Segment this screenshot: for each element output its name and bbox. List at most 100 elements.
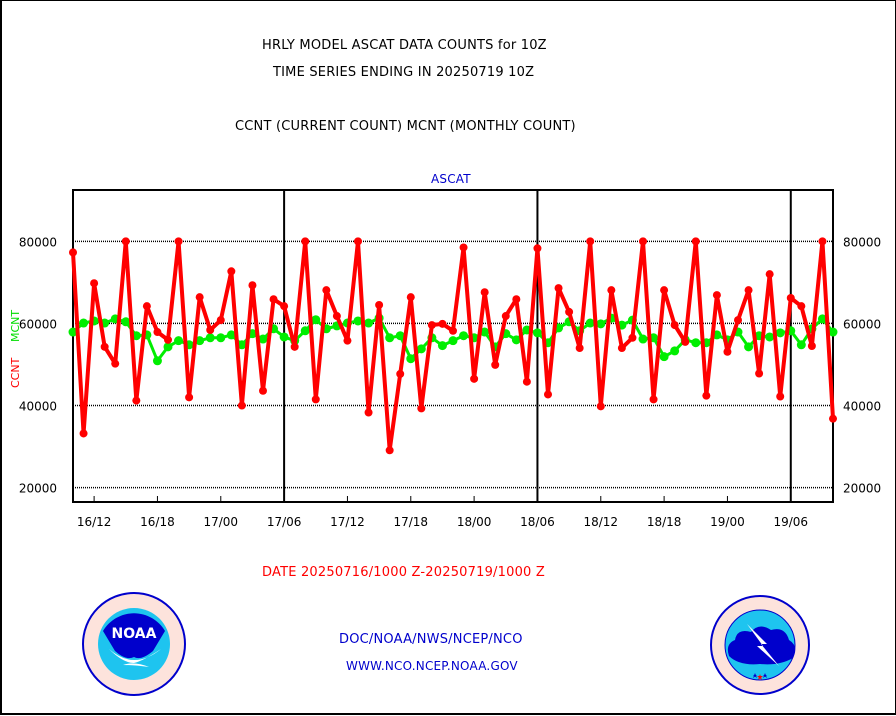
- data-point-ccnt: [406, 293, 415, 302]
- data-point-mcnt: [691, 338, 701, 348]
- y-tick-label-left: 80000: [19, 235, 57, 249]
- data-point-ccnt: [375, 300, 384, 309]
- data-point-ccnt: [427, 321, 436, 330]
- y-tick-label-left: 40000: [19, 400, 57, 414]
- x-axis-label: DATE 20250716/1000 Z-20250719/1000 Z: [262, 565, 545, 580]
- data-point-ccnt: [723, 347, 732, 356]
- chart-title: HRLY MODEL ASCAT DATA COUNTS for 10Z: [262, 38, 547, 53]
- data-point-ccnt: [195, 293, 204, 302]
- data-point-ccnt: [364, 408, 373, 417]
- data-point-ccnt: [438, 319, 447, 328]
- data-point-mcnt: [121, 317, 131, 327]
- data-point-mcnt: [195, 336, 205, 346]
- data-point-mcnt: [395, 331, 405, 341]
- data-point-ccnt: [660, 286, 669, 295]
- data-point-ccnt: [79, 429, 88, 438]
- data-point-ccnt: [786, 293, 795, 302]
- x-tick-label: 17/00: [203, 515, 238, 529]
- data-point-ccnt: [269, 295, 278, 304]
- data-point-ccnt: [396, 369, 405, 378]
- nws-logo: [710, 595, 810, 695]
- data-point-mcnt: [596, 319, 606, 329]
- noaa-logo: NOAA: [82, 592, 186, 696]
- y-tick-label-left: 60000: [19, 317, 57, 331]
- data-point-ccnt: [797, 302, 806, 311]
- data-point-ccnt: [639, 237, 647, 246]
- data-point-mcnt: [237, 340, 247, 350]
- data-point-ccnt: [311, 395, 320, 404]
- data-point-mcnt: [744, 342, 754, 352]
- data-point-mcnt: [311, 315, 321, 325]
- data-point-ccnt: [649, 395, 658, 404]
- data-point-ccnt: [153, 328, 162, 337]
- data-point-mcnt: [775, 328, 785, 338]
- data-point-ccnt: [90, 279, 99, 288]
- data-point-ccnt: [354, 237, 362, 246]
- data-point-ccnt: [522, 377, 531, 386]
- y-tick-label-right: 80000: [843, 235, 881, 249]
- data-point-mcnt: [511, 335, 521, 345]
- x-tick-label: 17/18: [393, 515, 428, 529]
- data-point-mcnt: [174, 336, 184, 346]
- data-point-ccnt: [607, 286, 616, 295]
- x-tick-label: 18/18: [647, 515, 682, 529]
- data-point-ccnt: [512, 295, 521, 304]
- data-point-ccnt: [385, 446, 394, 455]
- data-point-mcnt: [480, 327, 490, 337]
- data-point-ccnt: [227, 267, 236, 276]
- data-point-ccnt: [491, 360, 500, 369]
- noaa-wordmark: NOAA: [112, 626, 157, 642]
- data-point-mcnt: [585, 318, 595, 328]
- data-point-mcnt: [459, 331, 469, 341]
- data-point-mcnt: [437, 341, 447, 351]
- data-point-ccnt: [111, 359, 120, 368]
- data-point-ccnt: [691, 237, 700, 246]
- data-point-mcnt: [226, 330, 236, 340]
- data-point-ccnt: [596, 402, 605, 411]
- data-point-ccnt: [174, 237, 183, 246]
- footer-website[interactable]: WWW.NCO.NCEP.NOAA.GOV: [346, 659, 518, 673]
- x-tick-label: 18/06: [520, 515, 555, 529]
- data-point-ccnt: [829, 414, 837, 423]
- data-point-ccnt: [554, 284, 563, 293]
- data-point-ccnt: [417, 404, 426, 413]
- footer-org-path[interactable]: DOC/NOAA/NWS/NCEP/NCO: [339, 632, 523, 647]
- x-tick-label: 18/12: [583, 515, 618, 529]
- data-point-mcnt: [79, 318, 89, 328]
- data-point-mcnt: [68, 327, 78, 337]
- chart-subtitle: TIME SERIES ENDING IN 20250719 10Z: [273, 65, 535, 80]
- data-point-ccnt: [185, 393, 194, 402]
- data-point-ccnt: [533, 244, 542, 253]
- data-point-ccnt: [248, 281, 257, 290]
- x-tick-label: 16/12: [77, 515, 112, 529]
- data-point-ccnt: [69, 248, 77, 257]
- data-point-ccnt: [142, 302, 151, 311]
- data-point-mcnt: [638, 334, 648, 344]
- data-point-ccnt: [216, 316, 225, 325]
- x-tick-label: 19/00: [710, 515, 745, 529]
- data-point-ccnt: [132, 396, 141, 405]
- data-point-ccnt: [628, 333, 637, 342]
- data-point-ccnt: [744, 286, 753, 295]
- data-point-ccnt: [237, 401, 246, 410]
- data-point-ccnt: [259, 386, 267, 395]
- data-point-mcnt: [828, 327, 838, 337]
- y-tick-label-right: 60000: [843, 317, 881, 331]
- data-point-mcnt: [152, 356, 162, 366]
- legend-text: CCNT (CURRENT COUNT) MCNT (MONTHLY COUNT…: [235, 119, 576, 134]
- data-point-mcnt: [279, 332, 289, 342]
- data-point-ccnt: [544, 390, 552, 399]
- data-point-ccnt: [755, 369, 764, 378]
- data-point-mcnt: [364, 318, 374, 328]
- plot-frame: [72, 189, 834, 503]
- data-point-ccnt: [575, 344, 584, 353]
- data-point-ccnt: [164, 335, 172, 344]
- series-line-ccnt: [71, 239, 835, 453]
- x-tick-label: 18/00: [457, 515, 492, 529]
- y-tick-label-right: 20000: [843, 482, 881, 496]
- data-point-mcnt: [406, 354, 416, 364]
- data-point-ccnt: [206, 325, 215, 334]
- data-point-mcnt: [385, 333, 395, 343]
- data-point-ccnt: [681, 337, 690, 346]
